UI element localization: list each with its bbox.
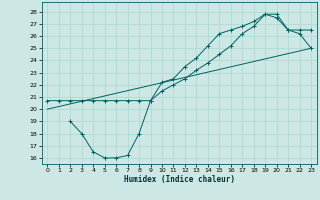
X-axis label: Humidex (Indice chaleur): Humidex (Indice chaleur) — [124, 175, 235, 184]
